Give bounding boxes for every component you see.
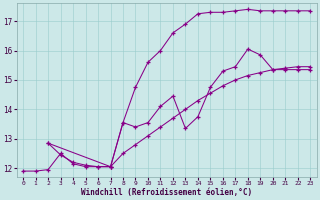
X-axis label: Windchill (Refroidissement éolien,°C): Windchill (Refroidissement éolien,°C)	[81, 188, 252, 197]
